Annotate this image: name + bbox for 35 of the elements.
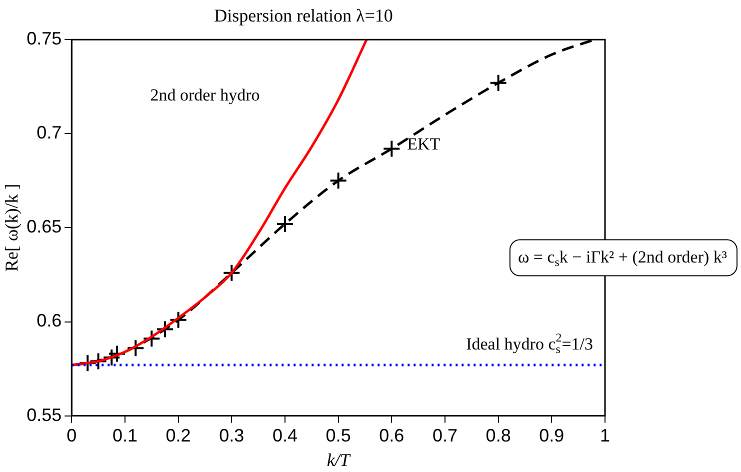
point [108, 344, 126, 363]
x-axis-title: k/T [326, 450, 352, 470]
annotation: EKT [407, 134, 441, 154]
x-tick-label: 0.3 [219, 426, 244, 446]
x-tick-label: 0.8 [486, 426, 511, 446]
x-tick-label: 0.1 [112, 426, 138, 446]
point [142, 330, 161, 348]
x-tick-label: 0.4 [272, 426, 298, 446]
y-tick-label: 0.55 [26, 404, 62, 425]
chart-title: Dispersion relation λ=10 [214, 6, 393, 26]
x-tick-label: 0.2 [166, 426, 191, 446]
point [276, 214, 294, 233]
point [329, 172, 348, 190]
x-tick-label: 0.6 [379, 426, 404, 446]
annotation: 2nd order hydro [150, 86, 260, 104]
x-tick-label: 0 [66, 426, 77, 446]
x-tick-label: 0.9 [539, 426, 564, 446]
point [89, 352, 108, 370]
line-series [72, 40, 368, 366]
x-tick-label: 0.5 [326, 426, 351, 446]
point [126, 339, 145, 358]
y-tick-label: 0.65 [26, 216, 62, 237]
y-tick-label: 0.75 [26, 28, 62, 49]
x-tick-label: 1 [600, 426, 610, 446]
point [169, 310, 188, 329]
point [222, 264, 241, 282]
y-tick-label: 0.7 [36, 122, 62, 143]
point [102, 348, 121, 366]
point [382, 140, 401, 158]
y-tick-label: 0.6 [36, 310, 62, 331]
point [78, 354, 97, 372]
point [489, 74, 508, 92]
y-axis-title: Re[ ω(k)/k ] [2, 184, 22, 272]
point [156, 320, 174, 338]
x-tick-label: 0.7 [432, 426, 458, 446]
